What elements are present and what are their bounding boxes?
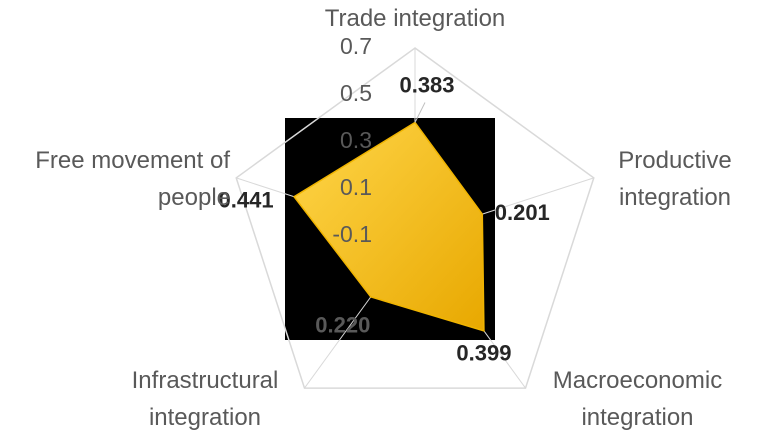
tick-label: -0.1 [332,221,372,247]
data-label: 0.201 [495,200,550,225]
data-area [292,121,485,332]
leader-line [414,102,426,123]
data-label: 0.220 [315,313,370,338]
tick-label: 0.5 [340,80,372,106]
category-label: Trade integration [324,5,506,32]
category-label: Infrastructural integration [131,367,279,431]
data-label: 0.441 [219,188,274,213]
category-label: Productive integration [618,147,732,211]
tick-label: 0.7 [340,33,372,59]
tick-label: 0.3 [340,127,372,153]
data-label: 0.383 [399,72,454,97]
tick-label: 0.1 [340,174,372,200]
data-label: 0.399 [456,341,511,366]
category-label: Macroeconomic integration [552,367,723,431]
category-label: Free movement of people [35,147,230,211]
grid-ring [235,47,595,389]
